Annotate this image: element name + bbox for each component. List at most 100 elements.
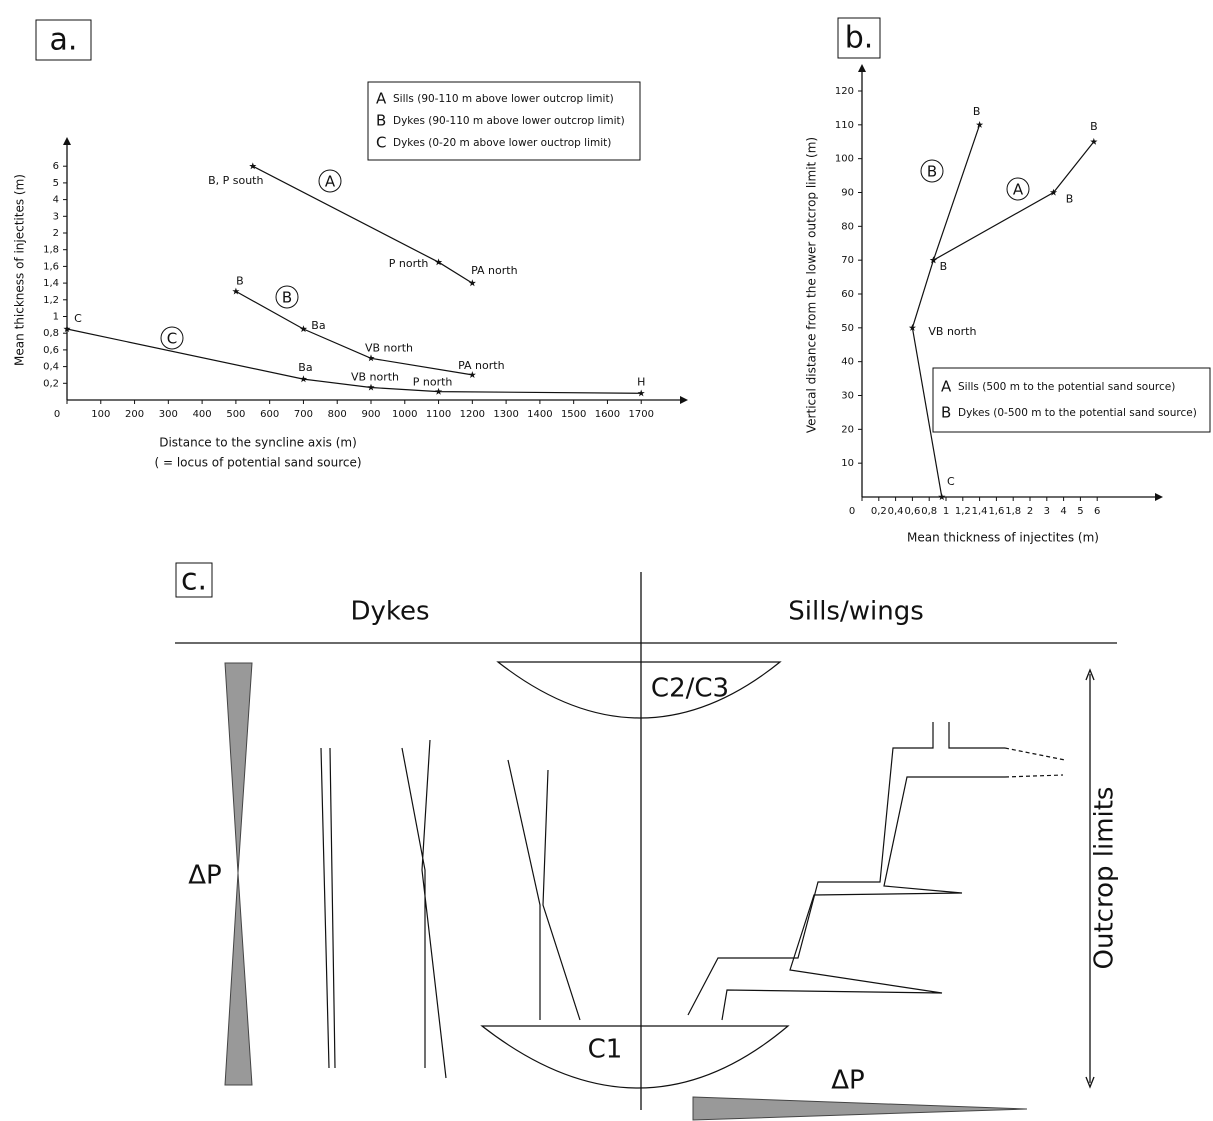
legend-label: Dykes (90-110 m above lower outcrop limi… [393,115,625,127]
pressure-label: ΔP [831,1066,864,1096]
point-label: C [74,312,82,325]
panel-box [35,19,92,61]
curve [235,290,473,376]
y-tick-label: 90 [841,188,854,199]
dykes [320,739,581,1079]
point [1049,188,1058,196]
chart: a.0 100 200 300 400 500 600 700 800 900 1000 1100 12… [13,19,688,470]
point [468,279,476,287]
arrow-head [63,137,688,404]
series-key: A [325,173,336,191]
pressure-wedge [224,662,253,1086]
y-tick-label: 30 [841,391,854,402]
y-tick-label: 50 [841,323,854,334]
x-tick-label: 1 [943,506,949,517]
point [367,383,375,391]
point [434,387,443,395]
range-label: Outcrop limits [1090,787,1120,970]
x-tick-label: 1,4 [972,506,988,517]
series-marker [160,326,184,350]
point [249,162,257,170]
point [299,325,308,333]
arrow-head [1085,668,1095,1089]
series-marker [920,159,944,183]
curve [252,165,473,284]
legend-key: A [941,378,952,396]
legend-key: B [941,404,951,422]
x-tick-label: 6 [1094,506,1100,517]
x-tick-label: 700 [294,409,313,420]
x-tick-label: 3 [1044,506,1050,517]
x-tick-label: 0,8 [921,506,937,517]
axis [66,145,680,401]
point [468,371,476,378]
x-tick-label: 900 [361,409,380,420]
sills [687,722,1066,1021]
point [637,389,645,397]
axis [861,72,1155,498]
y-axis-title: Vertical distance from the lower outcrop… [805,137,819,433]
y-tick-label: 0,2 [43,378,59,389]
point [908,324,916,331]
x-axis-note: ( = locus of potential sand source) [154,456,361,470]
x-tick-label: 1,2 [955,506,971,517]
point-label: B [1090,120,1098,133]
diagram: c. Dykes Sills/wings ΔP ΔP C2/C3 C1 Outc… [175,562,1120,1121]
y-tick-label: 3 [53,211,59,222]
curve [66,328,642,394]
x-axis-title: Mean thickness of injectites (m) [907,531,1099,545]
legend-key: B [376,112,386,130]
point-label: VB north [351,370,399,383]
point [367,354,375,362]
x-tick-label: 1400 [527,409,552,420]
y-tick-label: 20 [841,424,854,435]
series-key: C [167,330,177,348]
point-label: VB north [365,341,413,354]
pressure-wedge [692,1096,1028,1121]
y-tick-label: 0,4 [43,362,59,373]
legend-label: Dykes (0-20 m above lower ouctrop limit) [393,137,611,149]
pressure-label: ΔP [188,861,221,891]
x-tick-label: 200 [125,409,144,420]
heading: Dykes [350,597,429,627]
x-tick-label: 0,4 [888,506,904,517]
heading: Sills/wings [788,597,924,627]
x-tick-label: 5 [1077,506,1083,517]
y-tick-label: 2 [53,228,59,239]
x-tick-label: 1100 [426,409,451,420]
y-tick-label: 1 [53,312,59,323]
point [232,287,240,295]
y-tick-label: 110 [835,120,854,131]
arrow-head [858,64,1163,501]
panel-label: b. [845,21,874,56]
point [1090,137,1098,145]
y-tick-label: 5 [53,178,59,189]
point-label: P north [389,257,429,270]
legend [367,81,641,161]
y-tick-label: 1,4 [43,278,59,289]
series-key: B [282,289,292,307]
series-marker [1006,177,1030,201]
x-tick-label: 600 [260,409,279,420]
x-tick-label: 800 [328,409,347,420]
point [434,258,443,266]
legend [932,367,1211,433]
lens-label: C1 [588,1035,623,1065]
series-key: B [927,163,937,181]
y-tick-label: 10 [841,458,854,469]
y-tick-label: 120 [835,86,854,97]
panel-label: c. [181,563,207,598]
y-tick-label: 0,8 [43,328,59,339]
point-label: Ba [298,361,312,374]
legend-label: Sills (90-110 m above lower outcrop limi… [393,93,614,105]
x-tick-label: 1600 [595,409,620,420]
point [929,256,937,264]
x-tick-label: 1300 [493,409,518,420]
y-tick-label: 0,6 [43,345,59,356]
y-tick-label: 1,2 [43,295,59,306]
x-tick-label: 1000 [392,409,417,420]
y-tick-label: 100 [835,154,854,165]
x-tick-label: 0 [849,506,855,517]
point-label: H [637,375,645,388]
